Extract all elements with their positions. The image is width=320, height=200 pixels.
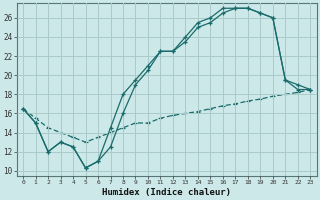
X-axis label: Humidex (Indice chaleur): Humidex (Indice chaleur) xyxy=(102,188,231,197)
